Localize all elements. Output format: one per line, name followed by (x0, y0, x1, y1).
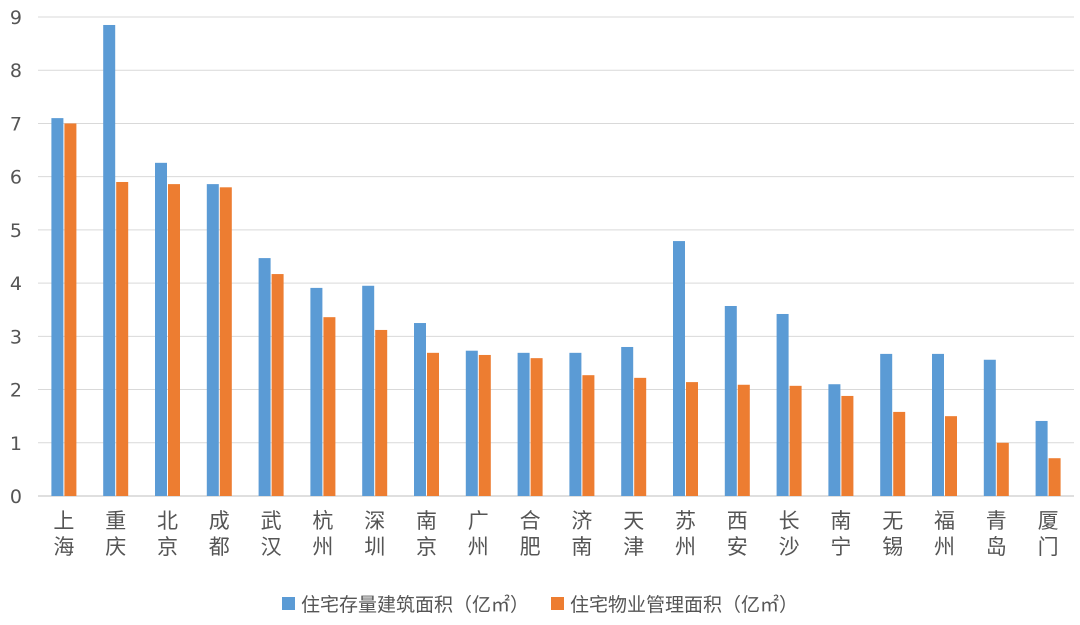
y-tick-label: 9 (10, 7, 22, 29)
legend-item-stock: 住宅存量建筑面积（亿㎡） (281, 590, 529, 617)
y-tick-label: 0 (10, 486, 22, 508)
x-tick-label: 都 (209, 535, 230, 559)
x-tick-label: 合 (520, 509, 541, 533)
x-tick-label: 州 (312, 535, 333, 559)
bar-stock (776, 313, 789, 496)
x-tick-label: 州 (675, 535, 696, 559)
x-tick-label: 青 (986, 509, 1007, 533)
bar-managed (945, 416, 957, 496)
bar-managed (427, 352, 439, 496)
legend-label-stock: 住宅存量建筑面积（亿㎡） (300, 594, 529, 616)
x-tick-label: 无 (882, 509, 903, 533)
x-tick-label: 武 (261, 509, 282, 533)
bar-managed (996, 442, 1009, 496)
bar-stock (828, 384, 841, 496)
y-tick-label: 4 (10, 273, 22, 295)
bar-managed (375, 329, 388, 496)
x-tick-label: 苏 (675, 509, 696, 533)
bar-stock (673, 241, 685, 496)
y-tick-label: 2 (10, 380, 22, 402)
bar-stock (362, 285, 375, 496)
x-tick-label: 长 (779, 509, 800, 533)
x-tick-label: 门 (1038, 535, 1059, 559)
x-tick-label: 南 (830, 509, 851, 533)
y-tick-label: 1 (10, 433, 22, 455)
x-tick-label: 宁 (830, 535, 851, 559)
bar-stock (310, 287, 323, 496)
bar-stock (414, 323, 426, 496)
bar-managed (634, 377, 647, 496)
y-tick-label: 3 (10, 326, 22, 348)
x-tick-label: 沙 (779, 535, 800, 559)
bar-managed (116, 181, 129, 496)
bar-stock (258, 258, 271, 496)
x-tick-label: 天 (623, 509, 644, 533)
bar-stock (932, 353, 944, 496)
bar-stock (517, 352, 530, 496)
x-tick-label: 圳 (364, 535, 385, 559)
bar-stock (103, 24, 116, 496)
bar-chart: 0123456789上海重庆北京成都武汉杭州深圳南京广州合肥济南天津苏州西安长沙… (10, 7, 1074, 559)
x-tick-label: 津 (623, 535, 644, 559)
x-tick-label: 广 (468, 509, 489, 533)
bar-managed (841, 395, 854, 496)
y-tick-label: 6 (10, 167, 22, 189)
bar-stock (206, 184, 219, 496)
bar-managed (686, 382, 698, 496)
bar-managed (168, 184, 180, 496)
x-tick-label: 京 (157, 535, 178, 559)
y-tick-label: 5 (10, 220, 22, 242)
x-tick-label: 成 (209, 509, 230, 533)
y-tick-label: 8 (10, 60, 22, 82)
bar-managed (1048, 458, 1061, 496)
bar-managed (737, 384, 750, 496)
x-tick-label: 州 (934, 535, 955, 559)
bar-managed (530, 358, 543, 496)
bar-stock (465, 350, 478, 496)
legend-item-managed: 住宅物业管理面积（亿㎡） (551, 590, 798, 617)
x-tick-label: 上 (53, 509, 74, 533)
bar-stock (621, 346, 634, 496)
bar-managed (64, 123, 77, 496)
bar-managed (893, 411, 906, 496)
x-tick-label: 厦 (1038, 509, 1059, 533)
x-tick-label: 庆 (105, 535, 126, 559)
legend-swatch-stock (281, 597, 295, 610)
x-tick-label: 南 (571, 535, 592, 559)
bar-stock (983, 359, 996, 496)
x-tick-label: 京 (416, 535, 437, 559)
legend-swatch-managed (551, 597, 564, 610)
bar-managed (582, 375, 595, 496)
bar-stock (880, 353, 893, 496)
bar-stock (1035, 420, 1048, 496)
x-tick-label: 海 (53, 535, 74, 559)
x-tick-label: 安 (727, 535, 748, 559)
bar-stock (51, 118, 64, 496)
x-tick-label: 汉 (261, 535, 282, 559)
bar-managed (323, 317, 336, 496)
legend: 住宅存量建筑面积（亿㎡） 住宅物业管理面积（亿㎡） (0, 590, 1080, 617)
legend-label-managed: 住宅物业管理面积（亿㎡） (570, 594, 799, 616)
bar-stock (724, 305, 737, 496)
x-tick-label: 福 (934, 509, 955, 533)
bar-managed (219, 187, 232, 497)
x-tick-label: 锡 (882, 535, 903, 559)
x-tick-label: 州 (468, 535, 489, 559)
x-tick-label: 深 (364, 509, 385, 533)
x-tick-label: 肥 (520, 535, 541, 559)
x-tick-label: 重 (105, 509, 126, 533)
x-tick-label: 南 (416, 509, 437, 533)
bar-managed (789, 385, 802, 496)
x-tick-label: 济 (571, 509, 592, 533)
x-tick-label: 岛 (986, 535, 1007, 559)
x-tick-label: 西 (727, 509, 748, 533)
bar-managed (478, 354, 491, 496)
y-tick-label: 7 (10, 113, 22, 135)
bar-stock (155, 162, 167, 496)
bar-stock (569, 352, 582, 496)
bar-managed (271, 274, 284, 496)
x-tick-label: 北 (157, 509, 178, 533)
x-tick-label: 杭 (312, 509, 333, 533)
